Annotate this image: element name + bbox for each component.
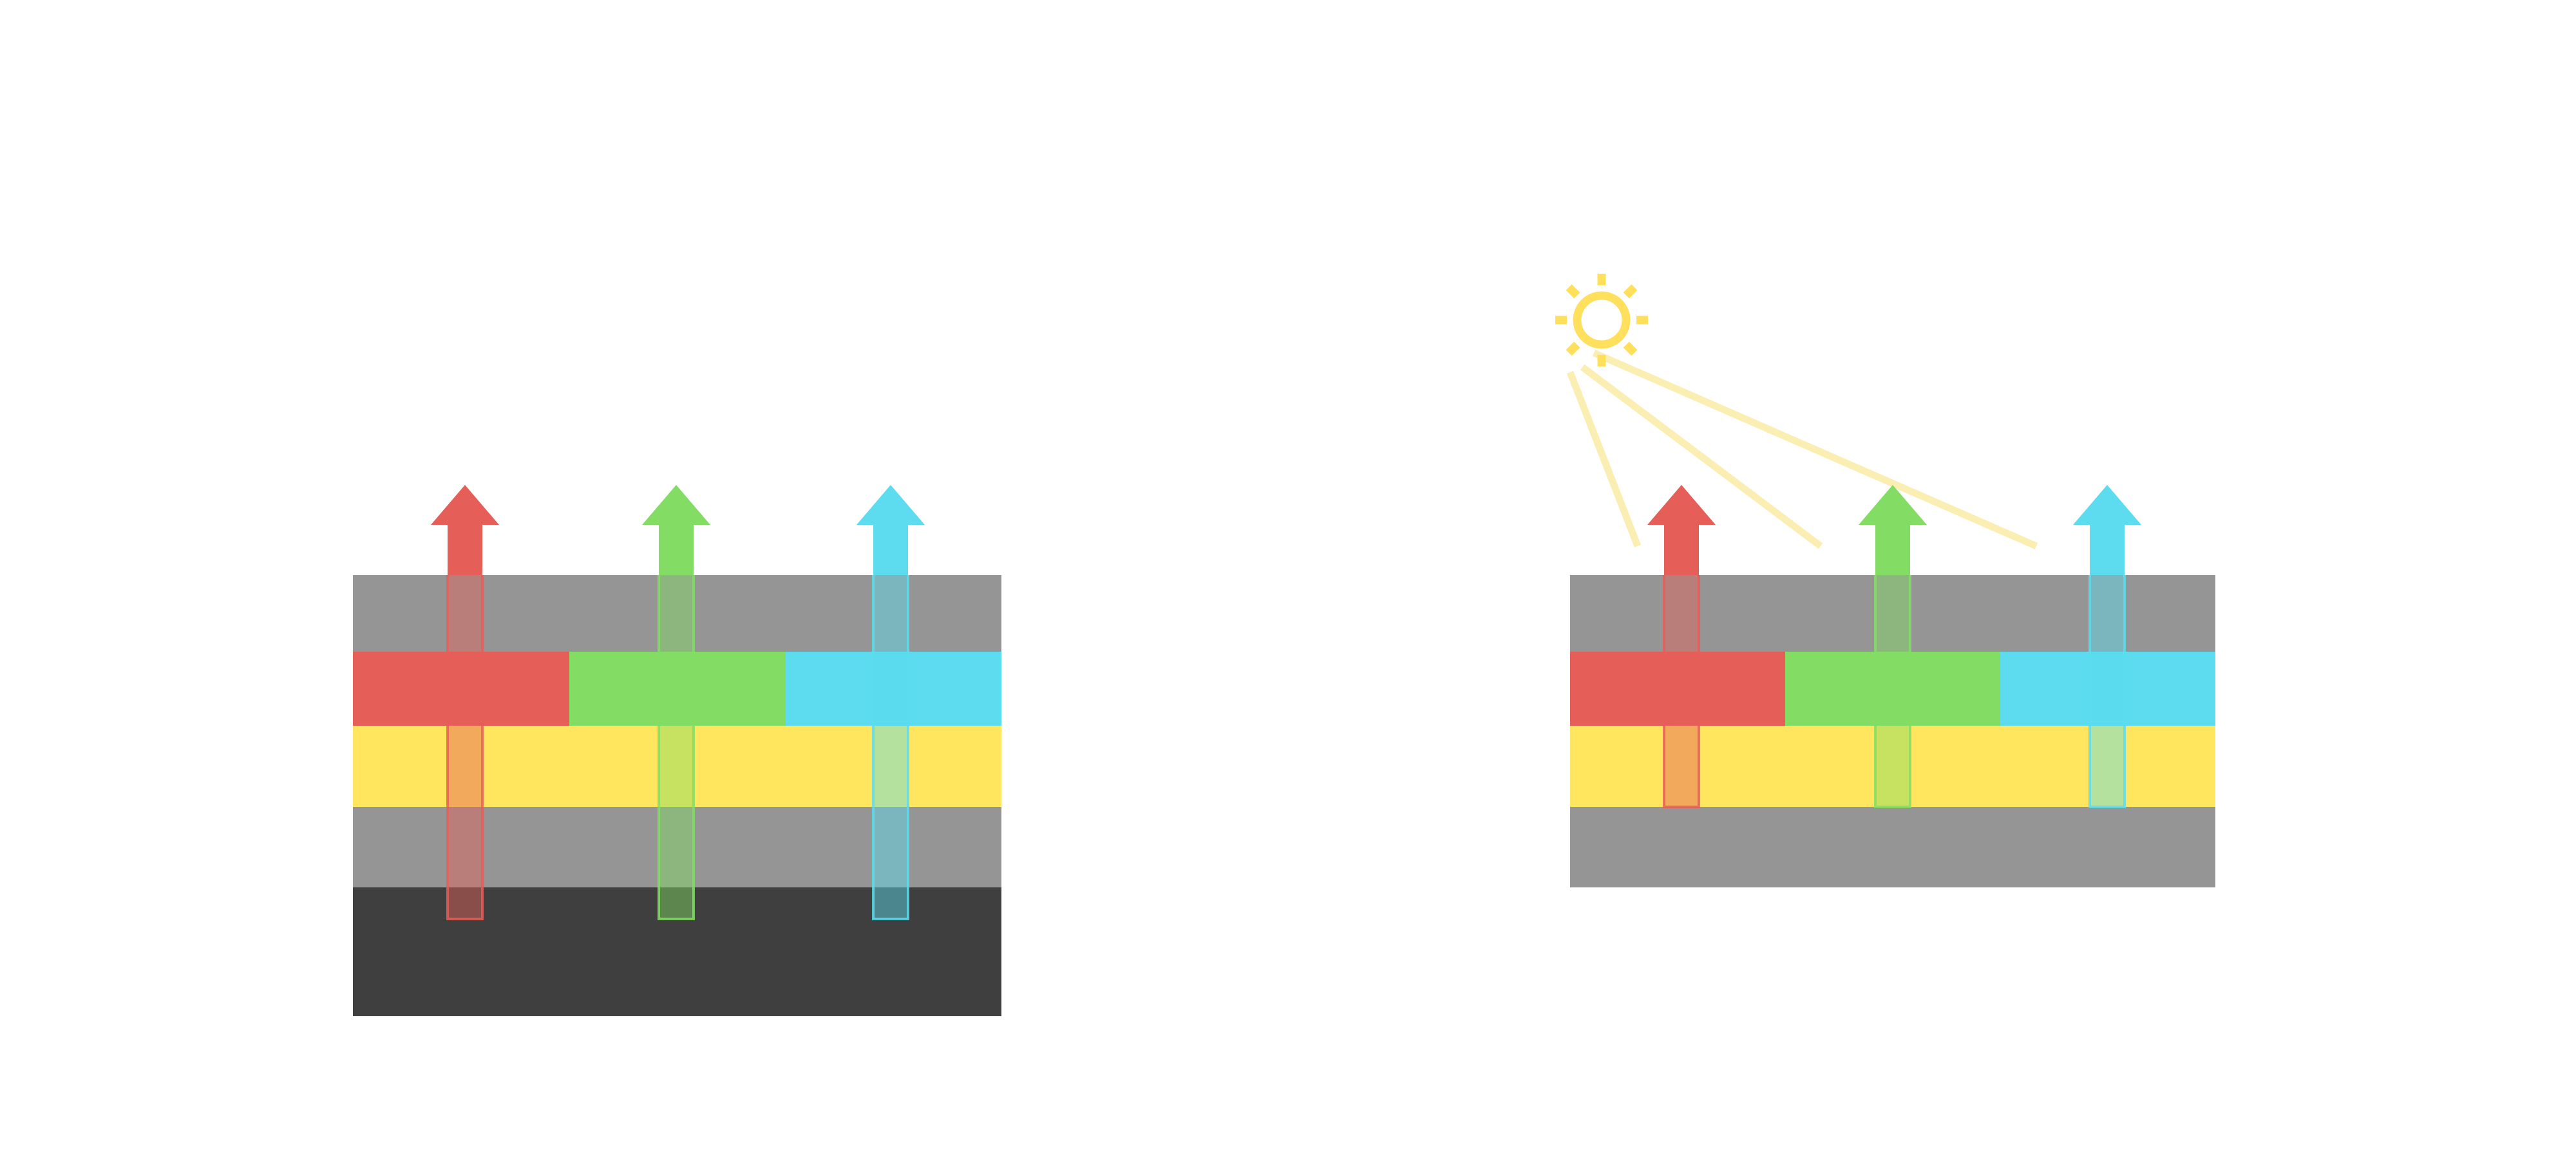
sun-ray-se bbox=[1623, 341, 1638, 356]
right-device bbox=[1570, 485, 2215, 887]
dark-back-contact-layer bbox=[353, 887, 1001, 1016]
green-filter-segment bbox=[569, 652, 786, 726]
red-light-arrow-inside-stack bbox=[1663, 575, 1700, 808]
sunlight-beam-middle bbox=[1580, 364, 1823, 549]
red-filter-segment bbox=[1570, 652, 1785, 726]
red-light-arrow-inside-stack bbox=[446, 575, 484, 920]
blue-filter-segment bbox=[786, 652, 1001, 726]
blue-filter-segment bbox=[2000, 652, 2215, 726]
top-gray-layer bbox=[1570, 575, 2215, 652]
green-light-arrow[interactable] bbox=[1859, 485, 1927, 808]
red-light-arrow-emitted bbox=[1647, 485, 1716, 575]
rgb-filter-layer bbox=[1570, 652, 2215, 726]
blue-light-arrow[interactable] bbox=[857, 485, 925, 920]
blue-light-arrow-emitted bbox=[857, 485, 925, 575]
sun-ring bbox=[1573, 291, 1631, 349]
right-device-stack-layers bbox=[1570, 575, 2215, 887]
blue-light-arrow-inside-stack bbox=[2088, 575, 2126, 808]
mid-gray-layer bbox=[353, 807, 1001, 887]
green-light-arrow-inside-stack bbox=[658, 575, 695, 920]
rgb-filter-layer bbox=[353, 652, 1001, 726]
left-device bbox=[353, 485, 1001, 1016]
blue-light-arrow-emitted bbox=[2073, 485, 2141, 575]
red-light-arrow-emitted bbox=[431, 485, 499, 575]
green-light-arrow-emitted bbox=[642, 485, 710, 575]
left-device-stack-arrows bbox=[431, 485, 925, 920]
sun-ray-sw bbox=[1566, 341, 1580, 356]
red-light-arrow[interactable] bbox=[1647, 485, 1716, 808]
green-light-arrow-emitted bbox=[1859, 485, 1927, 575]
sunlight-beams bbox=[1566, 349, 2038, 550]
yellow-absorber-layer bbox=[1570, 726, 2215, 807]
sunlight-beam-right bbox=[1592, 349, 2038, 550]
sunlight-beam-left bbox=[1566, 371, 1642, 547]
red-light-arrow[interactable] bbox=[431, 485, 499, 920]
sun-ray-nw bbox=[1566, 284, 1580, 299]
sun-icon bbox=[1555, 274, 1648, 366]
green-light-arrow-inside-stack bbox=[1874, 575, 1911, 808]
green-filter-segment bbox=[1785, 652, 2000, 726]
red-filter-segment bbox=[353, 652, 569, 726]
blue-light-arrow[interactable] bbox=[2073, 485, 2141, 808]
sun-ray-ne bbox=[1623, 284, 1638, 299]
green-light-arrow[interactable] bbox=[642, 485, 710, 920]
yellow-absorber-layer bbox=[353, 726, 1001, 807]
blue-light-arrow-inside-stack bbox=[872, 575, 909, 920]
top-gray-layer bbox=[353, 575, 1001, 652]
left-device-stack-layers bbox=[353, 575, 1001, 1016]
right-device-stack-arrows bbox=[1647, 485, 2141, 808]
bottom-gray-layer bbox=[1570, 807, 2215, 887]
